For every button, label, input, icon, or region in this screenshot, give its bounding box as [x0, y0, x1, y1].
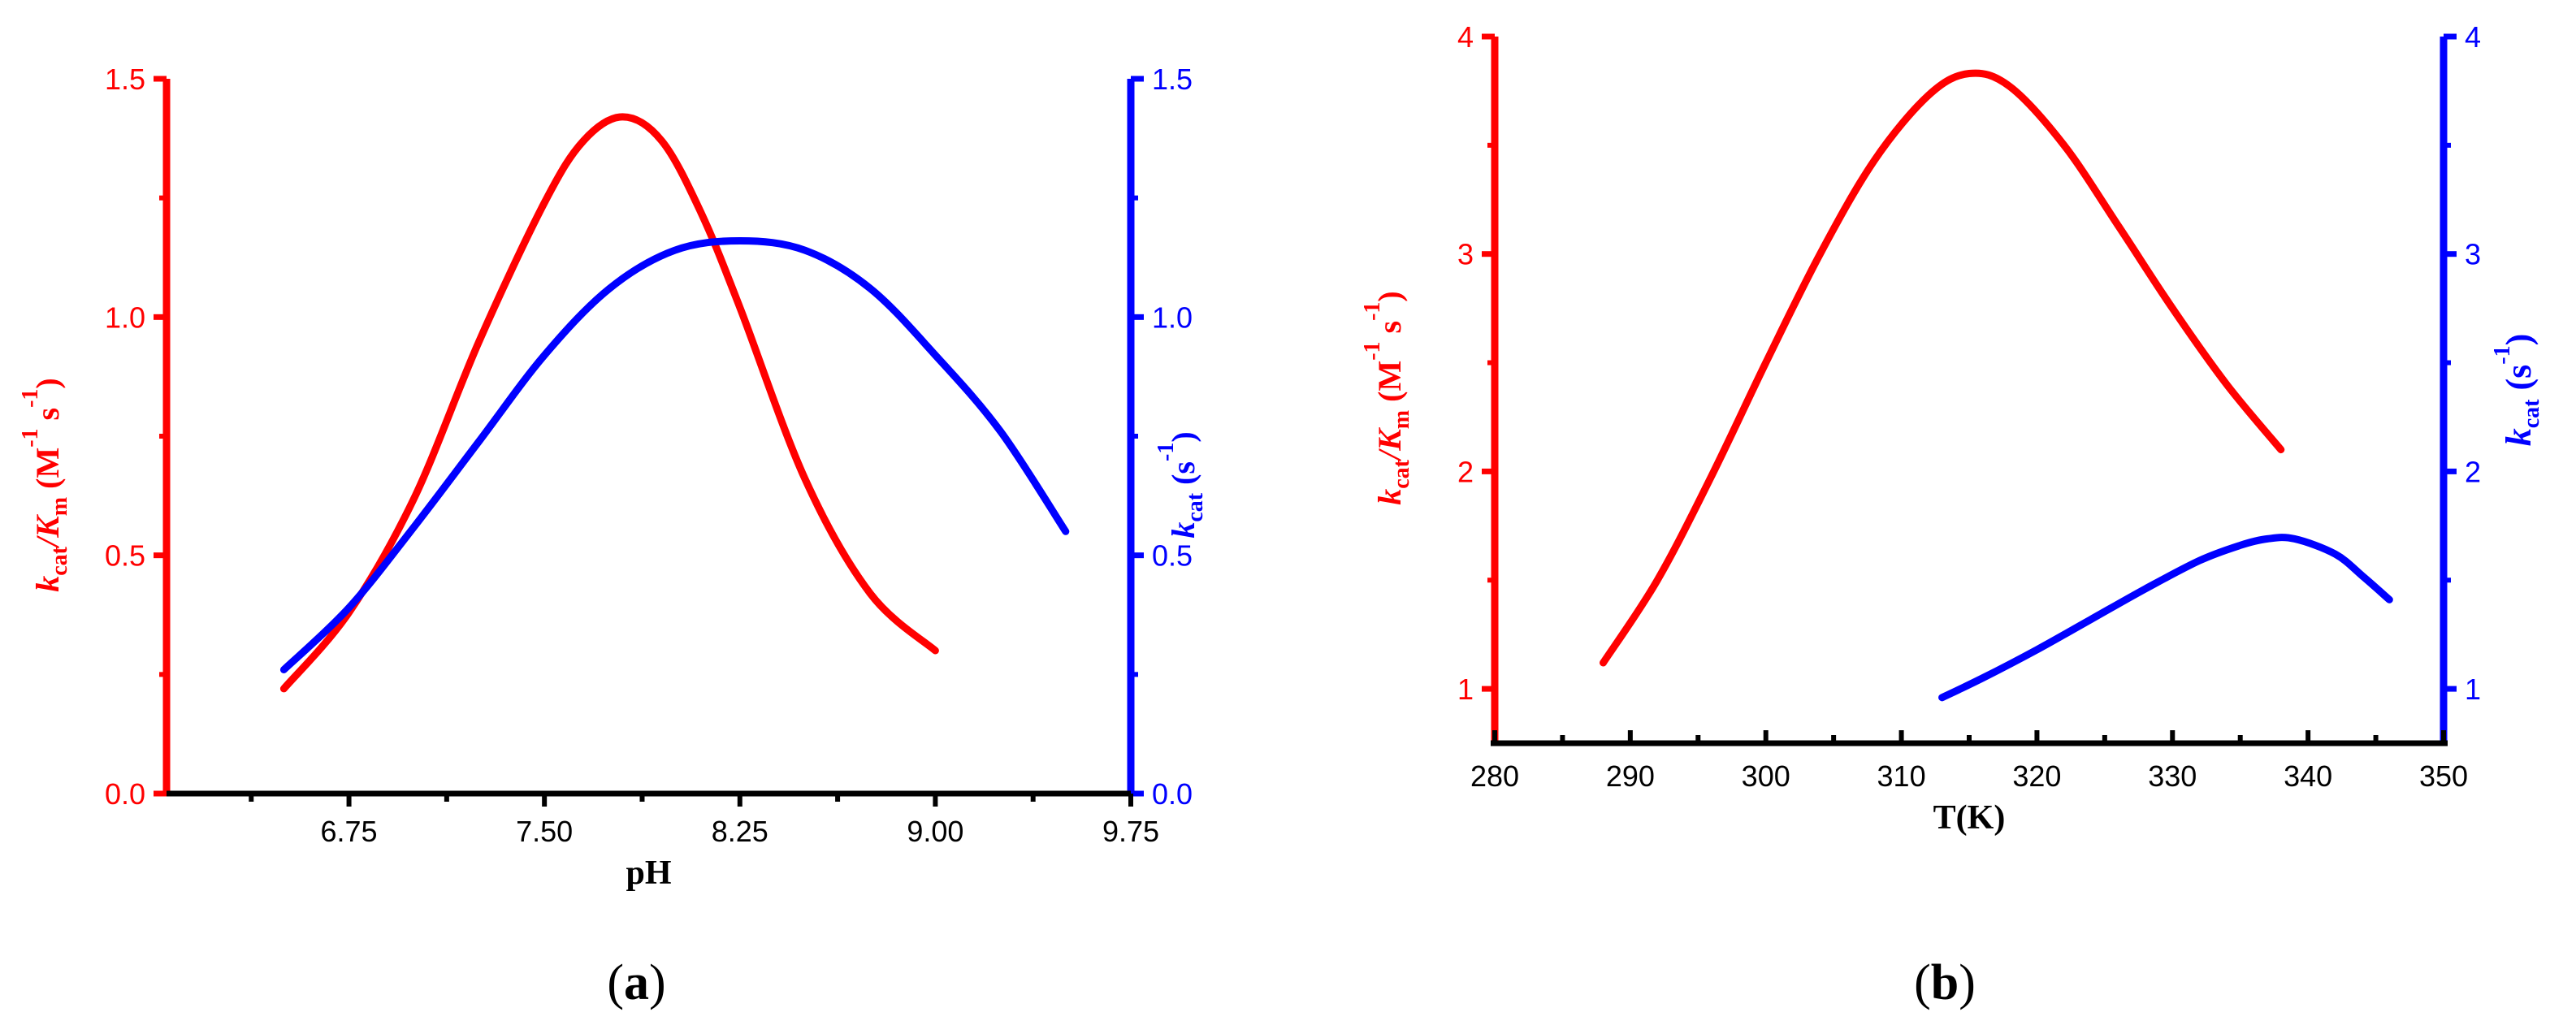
left-y-tick-label: 2: [1457, 455, 1474, 488]
panel-label: (a): [607, 955, 665, 1010]
x-tick-label: 350: [2419, 759, 2468, 793]
left-y-tick-label: 0.5: [105, 539, 145, 573]
x-tick-label: 7.50: [516, 815, 573, 848]
left-y-tick-label: 1: [1457, 673, 1474, 706]
x-tick-label: 290: [1606, 759, 1655, 793]
left-y-axis-label: kcat/Km (M-1 s-1): [18, 378, 72, 592]
x-tick-label: 9.00: [907, 815, 963, 848]
panel-label: (b): [1914, 955, 1976, 1010]
red-series-line: [279, 113, 939, 693]
left-y-axis-label: kcat/Km (M-1 s-1): [1360, 291, 1414, 505]
blue-series-line: [1938, 534, 2393, 702]
right-y-tick-label: 1.0: [1152, 301, 1193, 334]
x-tick-label: 320: [2012, 759, 2061, 793]
right-y-tick-label: 2: [2465, 455, 2481, 488]
x-tick-label: 330: [2148, 759, 2197, 793]
right-y-tick-label: 0.0: [1152, 777, 1193, 811]
red-series-line: [1600, 69, 2285, 667]
panel-a-ph-chart: 0.0 0.5 1.0 1.5 0.0 0.5 1.0 1.5 6.75 7.50 8.25 9.00…: [18, 63, 1208, 1010]
right-y-axis-label: kcat (s-1): [2490, 334, 2544, 447]
right-y-axis-label: kcat (s-1): [1154, 431, 1208, 538]
left-y-tick-label: 0.0: [105, 777, 145, 811]
left-y-tick-label: 1.0: [105, 301, 145, 334]
left-y-tick-label: 1.5: [105, 63, 145, 96]
x-axis-label: T(K): [1933, 799, 2006, 837]
panel-b-temperature-chart: 1 2 3 4 1 2 3 4 280 290 300 310 320 330 340 350 T(K) kcat…: [1360, 20, 2544, 1010]
left-y-tick-label: 4: [1457, 20, 1474, 54]
x-tick-label: 8.25: [712, 815, 768, 848]
blue-series-line: [279, 237, 1070, 673]
x-tick-label: 9.75: [1102, 815, 1159, 848]
right-y-tick-label: 4: [2465, 20, 2481, 54]
x-tick-label: 6.75: [321, 815, 378, 848]
right-y-tick-label: 1.5: [1152, 63, 1193, 96]
x-tick-label: 280: [1470, 759, 1519, 793]
x-tick-label: 310: [1877, 759, 1926, 793]
x-tick-label: 300: [1742, 759, 1790, 793]
x-axis-label: pH: [626, 854, 671, 892]
right-y-tick-label: 1: [2465, 673, 2481, 706]
right-y-tick-label: 0.5: [1152, 539, 1193, 573]
x-tick-label: 340: [2284, 759, 2332, 793]
right-y-tick-label: 3: [2465, 238, 2481, 271]
left-y-tick-label: 3: [1457, 238, 1474, 271]
